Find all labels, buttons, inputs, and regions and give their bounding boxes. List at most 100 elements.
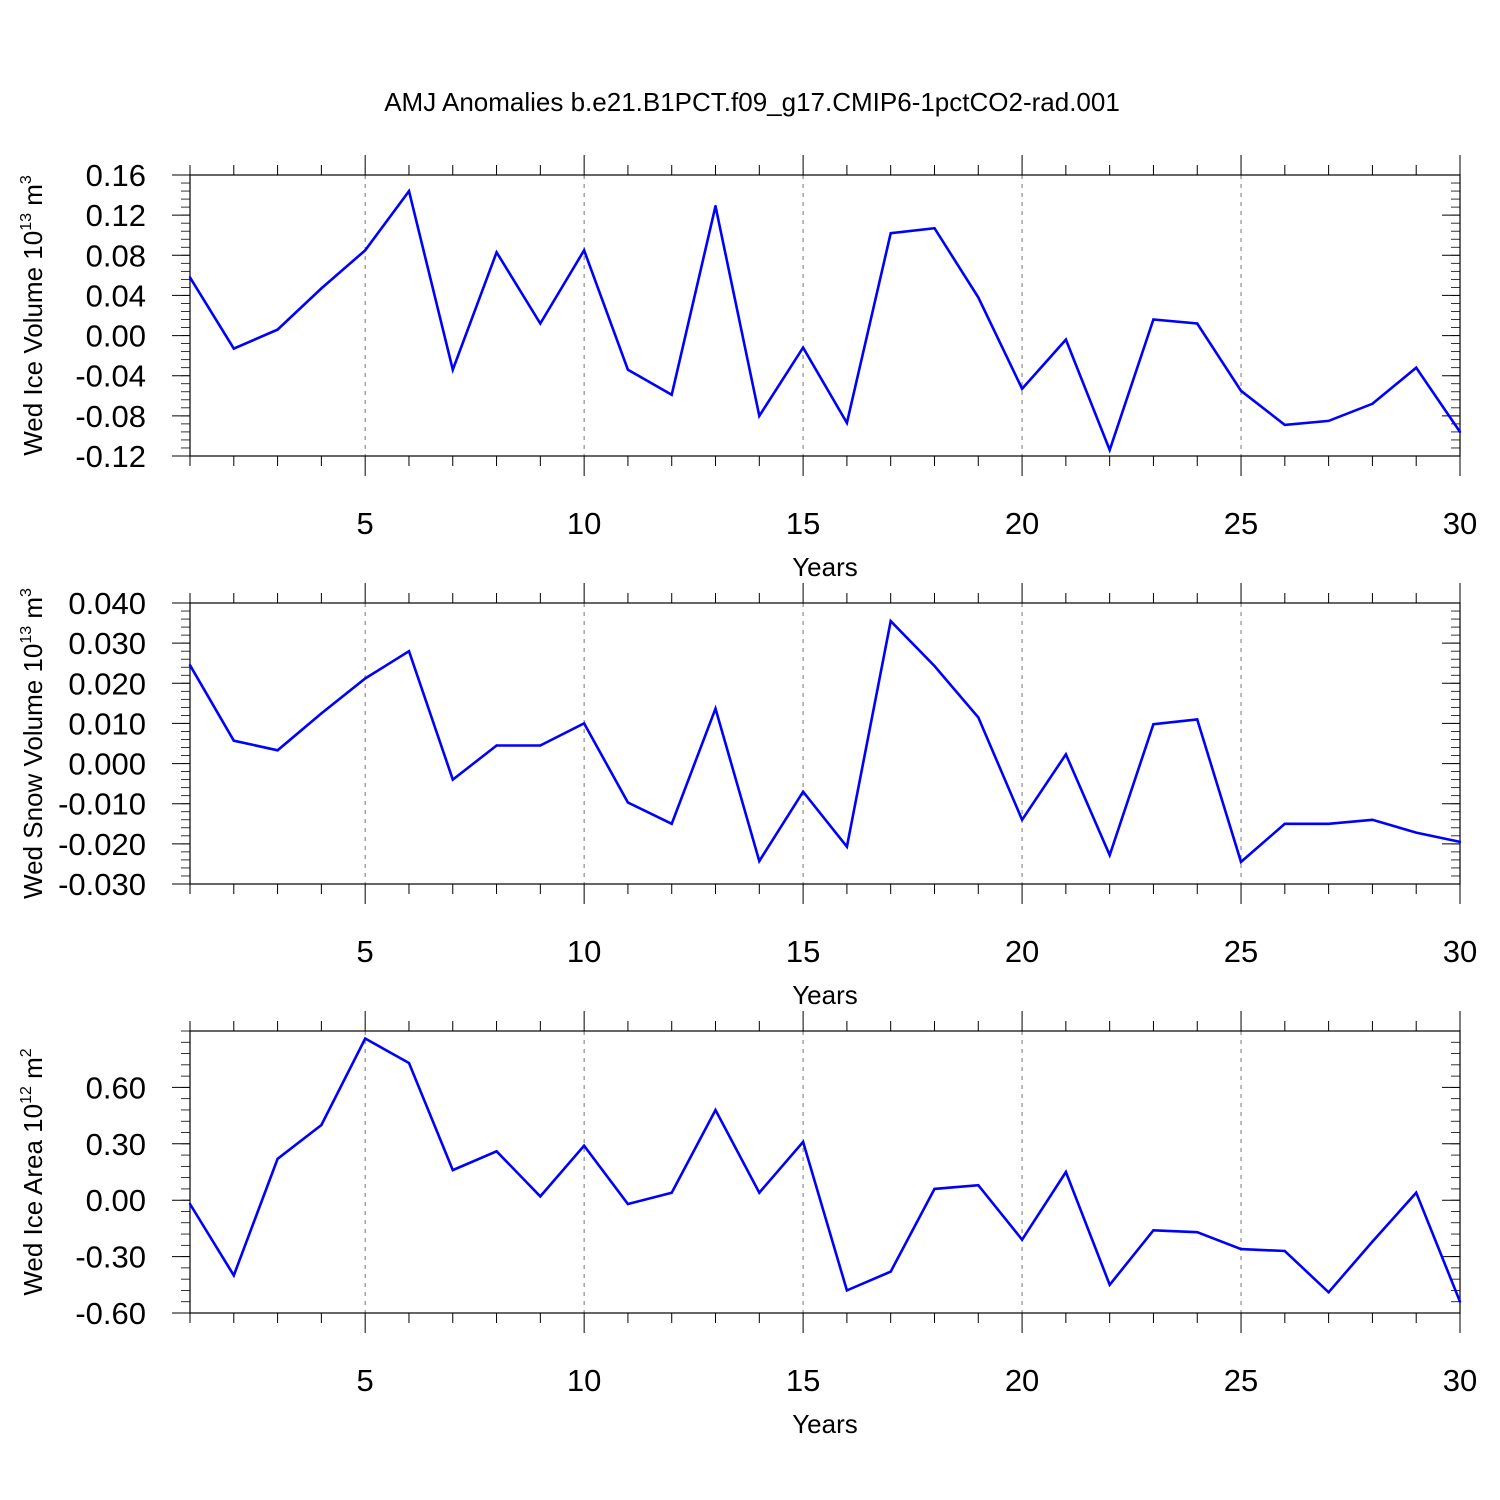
data-point <box>626 1202 630 1206</box>
data-point <box>1020 818 1024 821</box>
data-point <box>758 414 761 418</box>
y-tick-label: 0.000 <box>68 747 146 782</box>
x-tick-label: 20 <box>1005 1363 1039 1398</box>
data-point <box>1327 1291 1330 1294</box>
panel-1: -0.12 -0.08 -0.04 0.00 0.04 0.08 0.12 0.16 5 10 15… <box>18 155 1477 582</box>
data-point <box>451 778 454 781</box>
y-tick-label: -0.04 <box>75 359 146 394</box>
data-point <box>933 226 936 230</box>
x-tick-label: 20 <box>1005 506 1039 541</box>
data-point <box>320 287 323 290</box>
data-point <box>495 1150 498 1153</box>
data-point <box>714 707 717 710</box>
y-tick-label: 0.00 <box>86 319 146 354</box>
data-point <box>1152 1229 1155 1232</box>
data-point <box>1327 419 1330 423</box>
x-tick-label: 15 <box>786 506 820 541</box>
y-axis-label: Wed Ice Volume 1013 m3 <box>18 175 48 456</box>
data-point <box>582 249 586 252</box>
y-tick-label: -0.030 <box>58 867 146 902</box>
data-point <box>1152 318 1155 321</box>
data-point <box>363 677 367 680</box>
chart-title: AMJ Anomalies b.e21.B1PCT.f09_g17.CMIP6-… <box>384 87 1120 117</box>
data-point <box>1064 338 1068 341</box>
y-tick-label: -0.60 <box>75 1296 146 1331</box>
data-point <box>845 845 849 848</box>
data-point <box>1020 1238 1024 1241</box>
data-point <box>1108 448 1111 452</box>
x-tick-label: 5 <box>357 1363 374 1398</box>
x-tick-label: 30 <box>1443 1363 1477 1398</box>
data-point <box>845 421 849 425</box>
data-point <box>1415 366 1418 369</box>
y-tick-label: -0.020 <box>58 827 146 862</box>
x-tick-label: 15 <box>786 1363 820 1398</box>
data-point <box>407 189 411 193</box>
x-tick-label: 25 <box>1224 1363 1258 1398</box>
data-point <box>1239 860 1243 864</box>
data-point <box>670 393 673 396</box>
y-tick-label: 0.040 <box>68 586 146 621</box>
data-point <box>276 749 279 752</box>
data-point <box>539 744 542 747</box>
y-tick-label: 0.16 <box>86 158 146 193</box>
data-point <box>407 649 411 653</box>
x-axis-label: Years <box>792 1409 858 1439</box>
x-tick-label: 25 <box>1224 506 1258 541</box>
y-tick-label: 0.08 <box>86 238 146 273</box>
data-point <box>1371 818 1374 821</box>
x-tick-label: 10 <box>567 1363 601 1398</box>
data-point <box>188 664 192 667</box>
data-point <box>1283 1249 1287 1253</box>
data-point <box>1239 389 1243 392</box>
y-tick-label: 0.04 <box>86 278 146 313</box>
y-tick-label: 0.30 <box>86 1127 146 1162</box>
data-point <box>933 1187 936 1191</box>
data-point <box>188 276 192 279</box>
data-point <box>1458 840 1462 844</box>
x-axis-label: Years <box>792 552 858 582</box>
y-tick-label: -0.12 <box>75 439 146 474</box>
y-tick-label: -0.010 <box>58 787 146 822</box>
data-point <box>714 204 717 208</box>
x-tick-label: 30 <box>1443 506 1477 541</box>
data-point <box>801 1140 805 1144</box>
panel-2: -0.030 -0.020 -0.010 0.000 0.010 0.020 0.030 0.… <box>18 583 1477 1010</box>
y-tick-label: 0.00 <box>86 1183 146 1218</box>
data-point <box>977 296 980 299</box>
x-tick-label: 10 <box>567 934 601 969</box>
data-point <box>845 1289 849 1292</box>
x-tick-label: 20 <box>1005 934 1039 969</box>
plot-frame <box>189 602 1461 885</box>
data-point <box>1196 1230 1199 1234</box>
y-tick-label: 0.010 <box>68 706 146 741</box>
y-tick-label: 0.60 <box>86 1070 146 1105</box>
data-point <box>188 1202 192 1206</box>
data-point <box>670 1191 673 1194</box>
series-line <box>188 188 1462 454</box>
series-line <box>188 1036 1462 1303</box>
data-point <box>1371 402 1374 406</box>
data-point <box>889 619 892 623</box>
data-point <box>276 328 279 331</box>
data-point <box>1458 430 1462 434</box>
x-tick-label: 25 <box>1224 934 1258 969</box>
data-point <box>232 1274 235 1277</box>
data-point <box>232 739 235 742</box>
data-point <box>451 368 454 371</box>
data-point <box>1371 1240 1374 1243</box>
x-tick-label: 10 <box>567 506 601 541</box>
data-point <box>495 744 498 747</box>
data-point <box>889 232 892 235</box>
data-point <box>1064 753 1068 756</box>
data-point <box>889 1270 892 1273</box>
y-tick-label: 0.030 <box>68 626 146 661</box>
plot-frame <box>189 1030 1461 1314</box>
x-tick-label: 5 <box>357 506 374 541</box>
data-point <box>1108 1283 1111 1287</box>
x-tick-label: 5 <box>357 934 374 969</box>
data-point <box>363 249 367 252</box>
data-point <box>1020 387 1024 390</box>
data-point <box>714 1108 717 1112</box>
data-point <box>276 1157 279 1161</box>
